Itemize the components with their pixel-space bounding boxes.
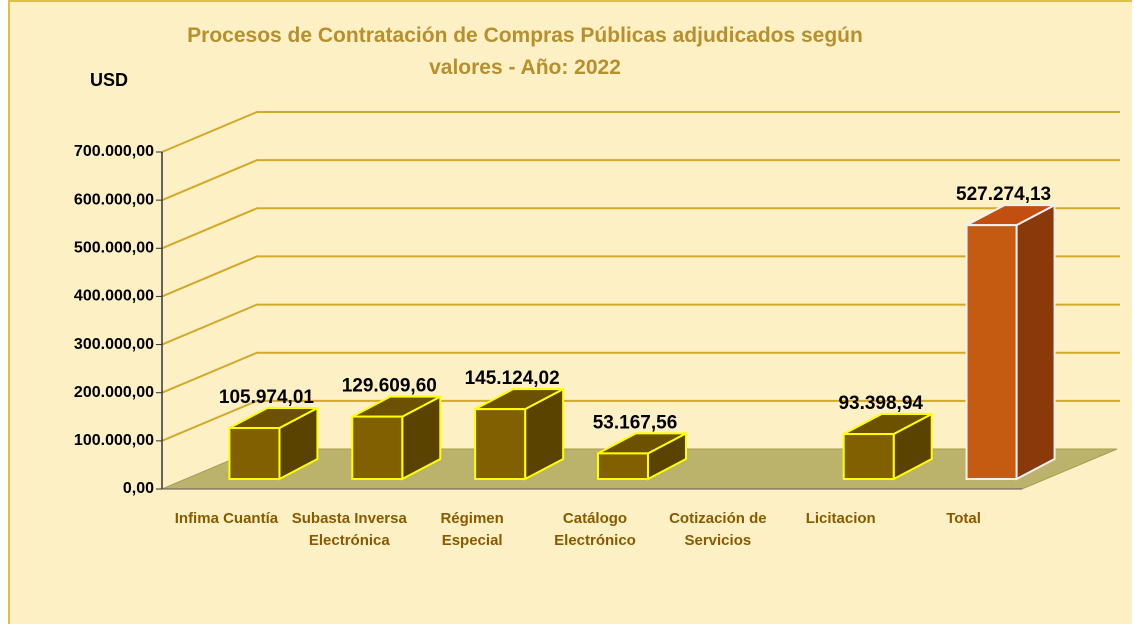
grid-line: [161, 351, 1120, 394]
x-tick-label: Total: [946, 510, 981, 527]
bar: [351, 415, 404, 480]
x-tick-label: Cotización de Servicios: [669, 510, 767, 549]
grid-line: [161, 111, 1120, 153]
bar: [474, 408, 527, 480]
x-tick-label: Régimen Especial: [440, 510, 504, 549]
grid-line: [161, 159, 1120, 202]
grid-line: [161, 303, 1120, 346]
y-tick-label: 100.000,00: [74, 432, 154, 449]
value-label: 93.398,94: [838, 393, 923, 414]
y-tick-label: 600.000,00: [74, 191, 154, 208]
x-tick-label: Subasta Inversa Electrónica: [291, 510, 407, 549]
value-label: 527.274,13: [956, 184, 1051, 205]
y-tick-label: 700.000,00: [74, 143, 154, 160]
grid-line: [161, 255, 1120, 298]
bar: [597, 452, 649, 481]
bar-side: [1015, 203, 1056, 481]
chart: 0,00 100.000,00 200.000,00 300.000,00 400.00…: [74, 111, 1120, 497]
bar: [965, 224, 1018, 480]
value-label: 145.124,02: [465, 368, 560, 389]
value-label: 105.974,01: [219, 387, 315, 408]
value-label: 53.167,56: [593, 412, 678, 433]
bar: [228, 426, 281, 480]
y-tick-label: 400.000,00: [74, 288, 154, 305]
grid-line: [161, 207, 1120, 250]
y-tick-label: 200.000,00: [74, 384, 154, 401]
x-tick-label: Catálogo Electrónico: [554, 510, 636, 549]
grid-line: [161, 399, 1120, 442]
y-tick-label: 300.000,00: [74, 336, 154, 353]
y-tick-label: 500.000,00: [74, 240, 154, 257]
bar: [842, 433, 895, 481]
y-axis-label: USD: [90, 70, 129, 90]
x-tick-label: Licitacion: [805, 510, 876, 527]
chart-area: 0,00 100.000,00 200.000,00 300.000,00 400.00…: [8, 0, 1132, 624]
chart-title: Procesos de Contratación de Compras Públ…: [187, 24, 863, 79]
value-label: 129.609,60: [342, 376, 437, 397]
y-tick-label: 0,00: [123, 480, 154, 497]
x-tick-label: Infima Cuantía: [174, 510, 279, 527]
